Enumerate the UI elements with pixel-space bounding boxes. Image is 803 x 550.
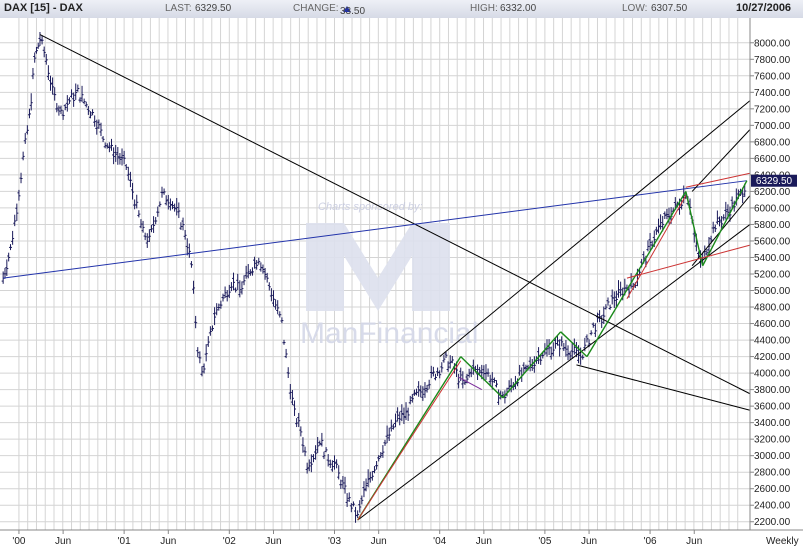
period-label: Weekly [766,536,799,547]
high-value: 6332.00 [500,3,537,14]
trendline-black [439,100,751,357]
watermark: Charts sponsored by: ManFinancial [300,201,478,350]
y-tick-label: 4200.00 [754,352,791,363]
y-tick-label: 2600.00 [754,484,791,495]
trendline-green [586,191,687,357]
x-tick-label: '01 [118,536,131,547]
x-tick-label: '02 [223,536,236,547]
y-tick-label: 6200.00 [754,187,791,198]
x-tick-label: '00 [12,536,25,547]
x-tick-label: Jun [265,536,281,547]
symbol-title: DAX [15] - DAX [4,2,83,14]
trendline-purple [458,376,483,391]
trendline-red [626,244,751,279]
x-tick-label: Jun [581,536,597,547]
chart-header: DAX [15] - DAX LAST: 6329.50 CHANGE: 33.… [0,0,803,19]
chart-date: 10/27/2006 [736,2,792,14]
y-tick-label: 7800.00 [754,55,791,66]
up-arrow-icon [343,6,351,12]
y-tick-label: 5400.00 [754,253,791,264]
watermark-sponsor-text: Charts sponsored by: [318,201,423,213]
x-tick-label: '05 [538,536,551,547]
trendline-green [502,331,562,399]
x-tick-label: '04 [433,536,446,547]
y-tick-label: 5000.00 [754,286,791,297]
x-axis: '00 Jun '01 Jun '02 Jun '03 Jun '04 Jun '05 Jun '06 J… [12,530,702,547]
trendline-black [357,224,751,521]
x-tick-label: Jun [686,536,702,547]
y-tick-label: 8000.00 [754,38,791,49]
y-tick-label: 6000.00 [754,203,791,214]
trendline-red [357,360,462,521]
y-tick-label: 3600.00 [754,402,791,413]
dax-price-chart: Charts sponsored by: ManFinancial 2200.0… [0,18,803,550]
trendline-red [626,195,687,300]
trendline-black [39,34,751,395]
chart-background [0,18,803,550]
x-tick-label: Jun [476,536,492,547]
y-tick-label: 2200.00 [754,517,791,528]
low-value: 6307.50 [651,3,688,14]
y-tick-label: 6800.00 [754,137,791,148]
y-tick-label: 5200.00 [754,270,791,281]
last-price-box [751,174,797,187]
y-tick-label: 2400.00 [754,501,791,512]
low-label: LOW: [622,3,648,14]
trendline-black [691,129,751,192]
y-tick-label: 6600.00 [754,154,791,165]
x-tick-label: '03 [328,536,341,547]
trendline-green [702,180,748,267]
x-tick-label: Jun [371,536,387,547]
x-tick-label: '06 [644,536,657,547]
y-tick-label: 4000.00 [754,369,791,380]
watermark-logo-center [344,223,412,311]
change-value: 33.50 [340,6,366,17]
y-tick-label: 5800.00 [754,220,791,231]
trendline-red [685,172,751,188]
change-label: CHANGE: [293,3,339,14]
y-tick-label: 7400.00 [754,88,791,99]
trendline-blue [3,180,747,279]
watermark-brand: ManFinancial [300,317,478,350]
trendline-black [576,364,751,411]
y-tick-label: 4600.00 [754,319,791,330]
trendline-green [560,331,588,358]
trendline-green [460,356,504,399]
y-tick-label: 3200.00 [754,435,791,446]
x-tick-label: Jun [55,536,71,547]
y-tick-label: 2800.00 [754,468,791,479]
price-series [1,31,747,523]
last-value: 6329.50 [195,3,232,14]
high-label: HIGH: [470,3,498,14]
watermark-logo-right [412,223,450,311]
y-axis: 2200.00 2400.00 2600.00 2800.00 3000.00 3200.… [750,38,791,528]
y-tick-label: 7200.00 [754,104,791,115]
last-price-marker: 6329.50 [751,174,797,187]
trendlines [3,34,751,521]
trendline-green [685,191,704,266]
y-tick-label: 4800.00 [754,303,791,314]
y-tick-label: 3000.00 [754,451,791,462]
y-tick-label: 5600.00 [754,236,791,247]
y-tick-label: 3400.00 [754,418,791,429]
last-label: LAST: [165,3,192,14]
y-tick-label: 7600.00 [754,71,791,82]
x-tick-label: Jun [160,536,176,547]
y-tick-label: 7000.00 [754,121,791,132]
y-tick-label: 4400.00 [754,336,791,347]
last-price-label: 6329.50 [756,176,793,187]
y-tick-label: 3800.00 [754,385,791,396]
